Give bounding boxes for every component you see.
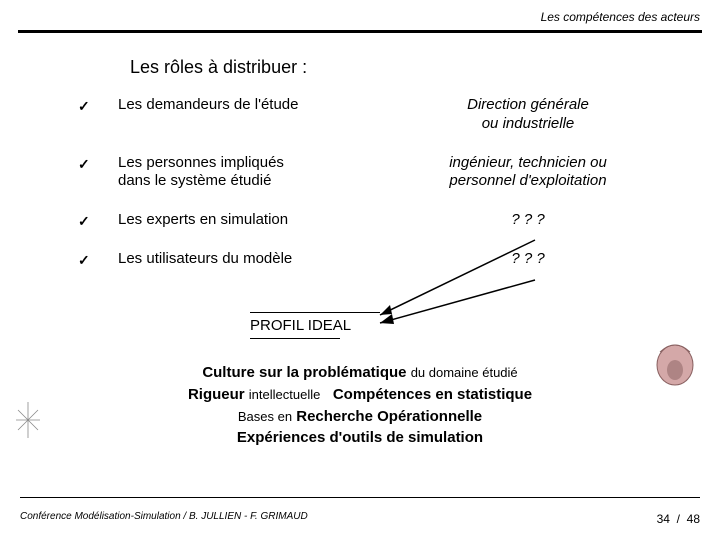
page-title: Les rôles à distribuer :: [130, 57, 720, 78]
profil-ideal: PROFIL IDEAL: [250, 312, 380, 339]
item-right: ingénieur, technicien ou personnel d'exp…: [398, 154, 658, 192]
profil-bottom-rule: [250, 338, 340, 339]
header-rule: [18, 30, 702, 33]
decorative-icon: [650, 340, 700, 390]
check-icon: ✓: [78, 96, 118, 115]
item-right: ? ? ?: [398, 250, 658, 269]
item-left: Les personnes impliqués dans le système …: [118, 154, 398, 192]
profil-top-rule: [250, 312, 380, 313]
check-icon: ✓: [78, 211, 118, 230]
item-right: Direction générale ou industrielle: [398, 96, 658, 134]
item-left: Les utilisateurs du modèle: [118, 250, 398, 269]
footer: Conférence Modélisation-Simulation / B. …: [0, 497, 720, 540]
header-section: Les compétences des acteurs: [0, 0, 720, 30]
items-list: ✓ Les demandeurs de l'étude Direction gé…: [78, 96, 720, 269]
culture-block: Culture sur la problématique du domaine …: [95, 362, 625, 449]
check-icon: ✓: [78, 154, 118, 173]
list-item: ✓ Les personnes impliqués dans le systèm…: [78, 154, 720, 192]
footer-text: Conférence Modélisation-Simulation / B. …: [20, 511, 308, 522]
list-item: ✓ Les experts en simulation ? ? ?: [78, 211, 720, 230]
item-left: Les demandeurs de l'étude: [118, 96, 398, 115]
page-number: 34 / 48: [657, 512, 700, 526]
item-left: Les experts en simulation: [118, 211, 398, 230]
footer-rule: [20, 497, 700, 498]
list-item: ✓ Les demandeurs de l'étude Direction gé…: [78, 96, 720, 134]
item-right: ? ? ?: [398, 211, 658, 230]
arrow-2: [370, 275, 550, 335]
check-icon: ✓: [78, 250, 118, 269]
list-item: ✓ Les utilisateurs du modèle ? ? ?: [78, 250, 720, 269]
decorative-icon: [14, 400, 42, 440]
header-title: Les compétences des acteurs: [541, 10, 700, 24]
